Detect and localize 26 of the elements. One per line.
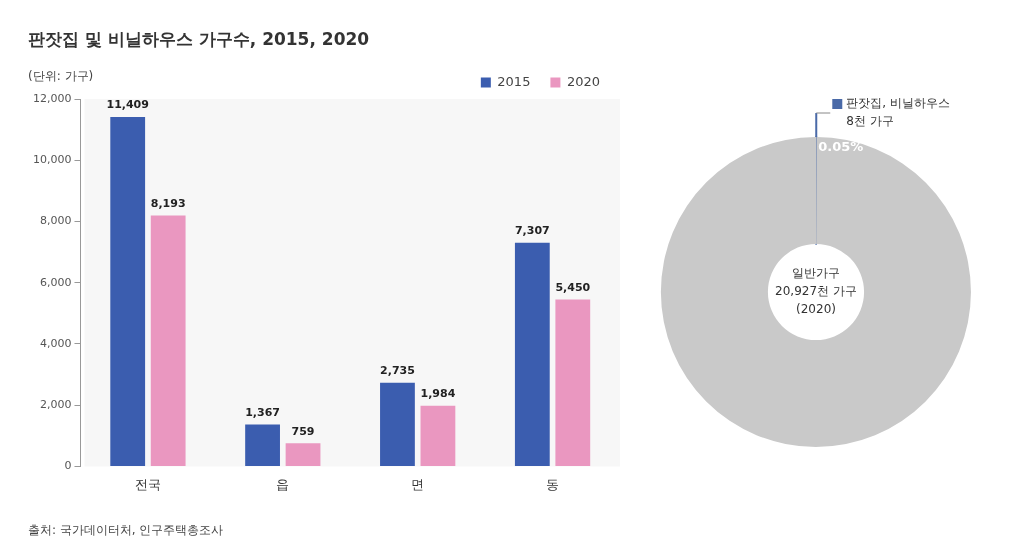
- y-tick-label: 8,000: [39, 214, 72, 228]
- y-tick-label: 12,000: [32, 91, 72, 105]
- legend-label: 판잣집, 비닐하우스 8천 가구: [846, 96, 950, 129]
- chart-title: 판잣집 및 비닐하우스 가구수, 2015, 2020: [28, 28, 370, 51]
- source-note: 출처: 국가데이터처, 인구주택총조사: [28, 522, 224, 539]
- legend-label: 2020: [566, 73, 601, 89]
- x-tick-label: 동: [546, 476, 560, 492]
- data-label: 7,307: [514, 224, 550, 238]
- data-label: 8,193: [150, 196, 186, 210]
- data-label: 2,735: [380, 364, 415, 378]
- x-tick-label: 전국: [134, 476, 161, 492]
- data-label: 11,409: [106, 98, 149, 112]
- data-label: 1,984: [420, 387, 456, 401]
- legend-label: 2015: [497, 73, 531, 89]
- data-label: 1,367: [245, 405, 280, 419]
- x-tick-label: 읍: [276, 476, 290, 492]
- slice-label: 일반가구 20,927천 가구 (2020): [775, 266, 857, 317]
- data-label: 759: [291, 424, 315, 438]
- y-tick-label: 0: [64, 459, 72, 473]
- x-tick-label: 면: [411, 476, 425, 492]
- y-axis-title: (단위: 가구): [28, 68, 94, 85]
- y-tick-label: 10,000: [32, 153, 72, 167]
- y-tick-label: 6,000: [39, 275, 72, 289]
- data-label: 5,450: [555, 280, 591, 294]
- y-tick-label: 4,000: [39, 336, 72, 350]
- y-tick-label: 2,000: [39, 398, 72, 412]
